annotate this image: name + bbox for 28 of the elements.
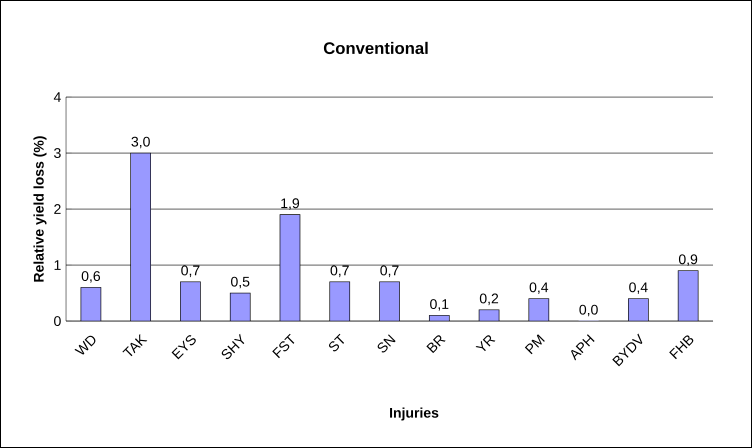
y-tick-label: 0 [54, 316, 61, 326]
data-label: 0,4 [530, 282, 548, 294]
y-tick-label: 4 [54, 92, 61, 102]
data-label: 0,6 [82, 271, 100, 283]
data-label: 0,9 [678, 254, 698, 266]
data-label: 0,0 [579, 304, 598, 316]
data-label: 3,0 [131, 136, 150, 148]
x-tick-label: SN [378, 334, 396, 352]
chart-title: Conventional [324, 42, 428, 54]
data-label: 0,4 [629, 282, 648, 294]
data-label: 0,1 [430, 299, 448, 311]
x-tick-label: WD [74, 336, 96, 355]
x-tick-label: TAK [122, 334, 148, 356]
y-tick-label: 1 [54, 260, 61, 270]
y-axis-title: Relative yield loss (%) [33, 136, 46, 282]
data-label: 0,7 [330, 266, 349, 278]
x-tick-label: BR [426, 335, 446, 354]
data-label: 0,5 [231, 276, 250, 288]
y-tick-label: 2 [54, 204, 61, 214]
x-tick-label: ST [328, 334, 344, 352]
data-label: 0,7 [380, 266, 399, 278]
data-label: 0,7 [181, 266, 200, 278]
data-label: 1,9 [281, 198, 300, 210]
x-axis-title: Injuries [390, 407, 438, 421]
x-tick-label: YR [476, 335, 496, 352]
y-tick-label: 3 [54, 148, 61, 158]
data-label: 0,2 [480, 294, 498, 306]
x-tick-label: PM [524, 334, 545, 354]
